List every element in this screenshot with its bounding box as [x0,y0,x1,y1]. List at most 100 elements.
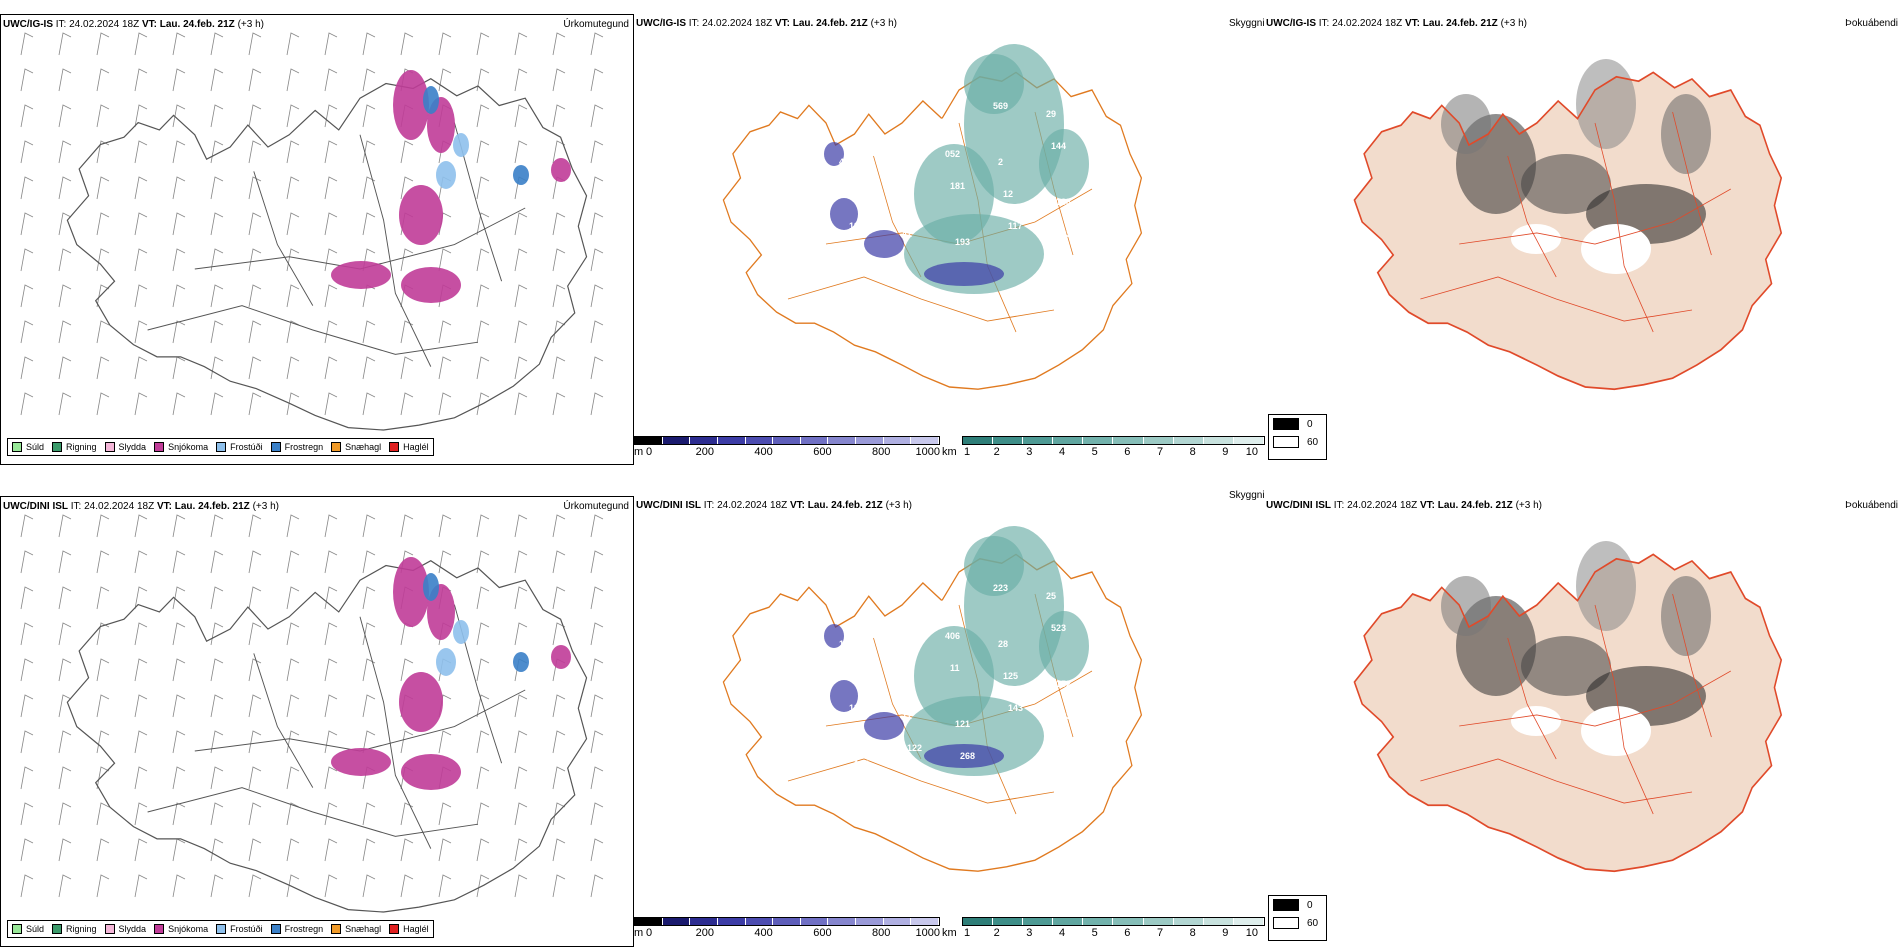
precip-areas-bottom [331,557,571,790]
cloud-base-label: 12 [1003,189,1013,199]
fog-clear-area [1581,706,1651,756]
colorbar-segment [1233,918,1264,925]
colorbar-segment [911,918,940,925]
coastline [722,71,1143,390]
wind-barb [172,212,186,236]
wind-barb [248,140,262,164]
wind-barb [400,802,414,826]
wind-barb [134,694,148,718]
wind-barb [476,802,490,826]
colorbar-tick-label: 3 [1026,927,1033,939]
wind-barbs-bottom [20,514,604,898]
precip-area [423,86,439,114]
wind-barb [96,874,110,898]
wind-barb [248,320,262,344]
wind-barb [172,104,186,128]
wind-barb [96,32,110,56]
colorbar-segment [1203,918,1234,925]
wind-barb [362,68,376,92]
wind-barb [400,140,414,164]
wind-barb [438,356,452,380]
wind-barb [324,320,338,344]
colorbar-segment [1113,437,1144,444]
precip-area [551,158,571,182]
wind-barb [590,658,604,682]
precip-area [453,133,469,157]
cloud-base-label: 144 [1051,141,1066,151]
wind-barb [286,550,300,574]
precip-area [401,267,461,303]
cloud-base-label: 130 [1061,229,1076,239]
wind-barb [476,68,490,92]
colorbar-segment [1053,437,1084,444]
wind-barb [134,176,148,200]
cloud-base-label: 91 [834,101,844,111]
wind-barb [514,514,528,538]
fog-legend-top: 0 60 [1268,414,1327,460]
wind-barb [552,802,566,826]
visibility-areas-top [824,44,1089,294]
precip-legend-swatch [331,442,342,452]
colorbar-segment [963,918,994,925]
fog-index-areas-top [1354,59,1782,390]
wind-barb [134,356,148,380]
colorbar-segment [1083,918,1114,925]
colorbar-segment [717,437,746,444]
wind-barb [476,658,490,682]
colorbar-segment [856,437,884,444]
cloud-base-label: 133 [849,703,864,713]
cloud-base-label: 143 [1008,703,1023,713]
wind-barb [286,586,300,610]
colorbar-segment [1203,437,1234,444]
cloud-base-label: 125 [1003,671,1018,681]
wind-barb [248,284,262,308]
wind-barb [552,140,566,164]
cloud-base-label: 25 [1046,591,1056,601]
precip-map-bottom [20,514,604,913]
wind-barb [134,802,148,826]
wind-barb [286,140,300,164]
wind-barb [362,320,376,344]
wind-barb [248,694,262,718]
wind-barb [20,320,34,344]
wind-barb [172,550,186,574]
wind-barb [362,550,376,574]
wind-barb [58,32,72,56]
wind-barb [590,874,604,898]
wind-barb [58,176,72,200]
colorbar-tick-label: 4 [1058,446,1066,458]
cloud-base-label: 052 [945,149,960,159]
colorbar-segment [1143,437,1174,444]
colorbar-segment [1023,918,1054,925]
wind-barb [514,248,528,272]
precip-legend-swatch [52,442,63,452]
coastline [1353,71,1783,391]
cloud-base-area [864,230,904,258]
visibility-area [1039,611,1089,681]
wind-barb [172,68,186,92]
wind-barb [552,586,566,610]
colorbar-segment [635,437,663,444]
colorbar-segment [1023,437,1054,444]
lead-time: (+3 h) [237,19,264,30]
visibility-colorbar-bottom [962,917,1265,926]
wind-barb [286,622,300,646]
wind-barb [286,658,300,682]
model-name: UWC/DINI ISL [636,500,701,511]
colorbar-tick-label: 0 [646,927,653,939]
wind-barb [286,212,300,236]
wind-barb [210,766,224,790]
precip-legend-swatch [389,442,400,452]
visibility-area [964,54,1024,114]
colorbar-segment [883,437,912,444]
precip-area [551,645,571,669]
road-line [1672,111,1712,256]
wind-barb [172,32,186,56]
colorbar-tick-label: 200 [695,927,714,939]
wind-barb [514,730,528,754]
fog-legend-label: 0 [1307,418,1313,430]
colorbar-tick-label: 1 [964,927,971,939]
wind-barb [172,248,186,272]
wind-barb [96,248,110,272]
fog-area [1521,154,1611,214]
